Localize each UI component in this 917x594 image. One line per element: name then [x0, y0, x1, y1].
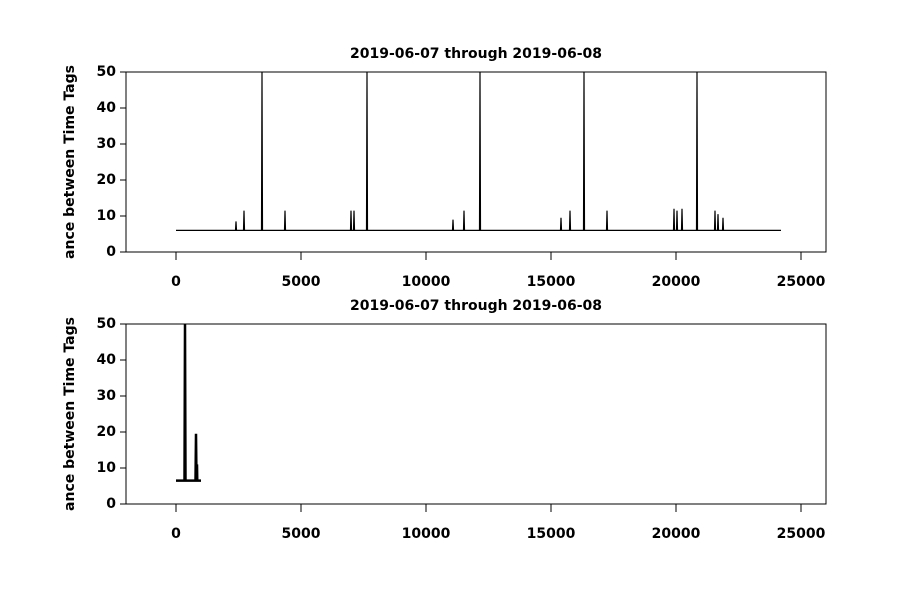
- chart-title: 2019-06-07 through 2019-06-08: [350, 298, 602, 314]
- x-tick-label: 15000: [527, 526, 576, 542]
- y-tick-label: 30: [97, 388, 117, 404]
- x-tick-label: 0: [171, 274, 181, 290]
- subplot: 2019-06-07 through 2019-06-08 ance betwee…: [62, 298, 827, 542]
- x-tick-label: 20000: [652, 526, 701, 542]
- data-line: [176, 71, 781, 231]
- y-tick-label: 20: [97, 172, 117, 188]
- x-tick-label: 25000: [777, 274, 826, 290]
- subplot: 2019-06-07 through 2019-06-08 ance betwee…: [62, 46, 827, 290]
- y-tick-label: 20: [97, 424, 117, 440]
- y-tick-label: 30: [97, 136, 117, 152]
- y-tick-label: 40: [97, 100, 117, 116]
- y-axis-label: ance between Time Tags: [62, 65, 78, 259]
- y-tick-label: 0: [106, 244, 116, 260]
- y-tick-label: 0: [106, 496, 116, 512]
- y-tick-label: 50: [97, 316, 117, 332]
- x-tick-label: 25000: [777, 526, 826, 542]
- x-tick-label: 10000: [402, 274, 451, 290]
- y-tick-label: 10: [97, 208, 117, 224]
- y-tick-label: 40: [97, 352, 117, 368]
- y-axis-label: ance between Time Tags: [62, 317, 78, 511]
- data-line: [176, 323, 201, 482]
- y-tick-label: 10: [97, 460, 117, 476]
- plot-frame: [125, 323, 827, 505]
- x-tick-label: 20000: [652, 274, 701, 290]
- chart-title: 2019-06-07 through 2019-06-08: [350, 46, 602, 62]
- x-tick-label: 10000: [402, 526, 451, 542]
- x-tick-label: 15000: [527, 274, 576, 290]
- plot-frame: [125, 71, 827, 253]
- y-tick-label: 50: [97, 64, 117, 80]
- x-tick-label: 5000: [282, 274, 321, 290]
- x-tick-label: 0: [171, 526, 181, 542]
- x-tick-label: 5000: [282, 526, 321, 542]
